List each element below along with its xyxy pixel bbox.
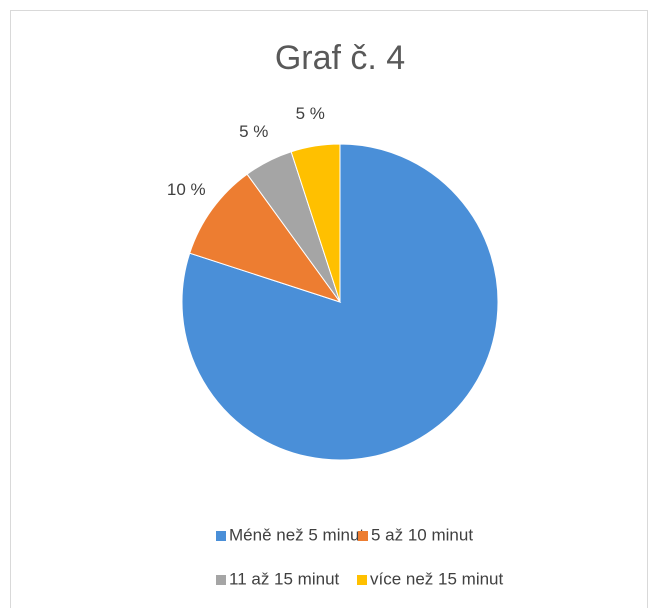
data-label: 5 % <box>239 122 268 141</box>
legend-label: více než 15 minut <box>370 569 504 588</box>
legend-label: 5 až 10 minut <box>371 525 473 544</box>
pie-slice <box>189 173 342 303</box>
legend-swatch <box>357 575 367 585</box>
chart-title: Graf č. 4 <box>275 39 405 77</box>
pie-slice <box>181 143 499 461</box>
legend-swatch <box>216 575 226 585</box>
legend-swatch <box>358 531 368 541</box>
data-label: 10 % <box>167 180 206 199</box>
legend-label: 11 až 15 minut <box>229 569 340 588</box>
data-label: 5 % <box>296 104 325 123</box>
legend-swatch <box>216 531 226 541</box>
legend-label: Méně než 5 minut <box>229 525 364 544</box>
pie-slice <box>290 143 341 303</box>
